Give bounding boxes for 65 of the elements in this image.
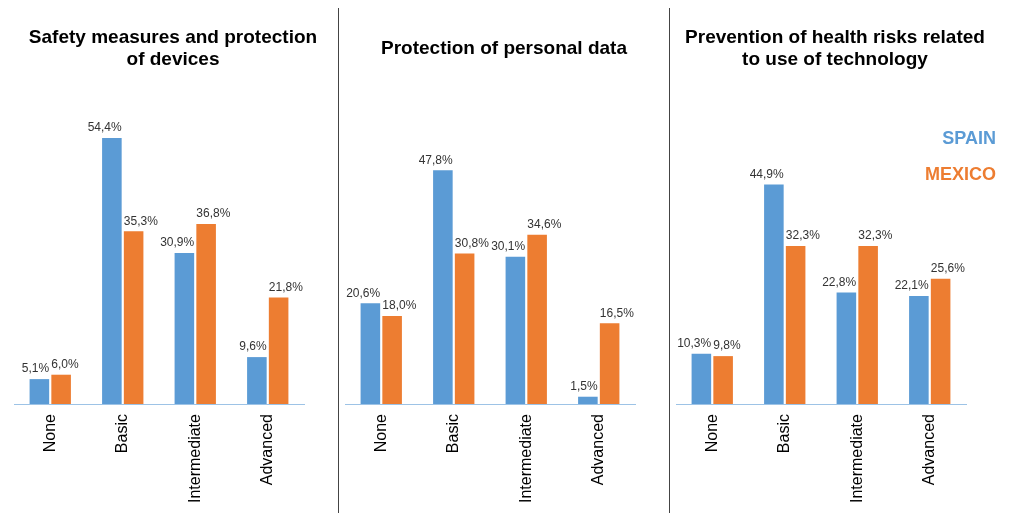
bar xyxy=(505,256,526,405)
bar xyxy=(360,303,381,405)
data-label: 22,1% xyxy=(894,278,929,293)
bar xyxy=(454,253,475,405)
chart-title: Protection of personal data xyxy=(380,36,628,60)
data-label: 9,8% xyxy=(713,338,742,353)
x-tick-label: Intermediate xyxy=(516,413,534,503)
data-label: 5,1% xyxy=(21,361,50,376)
bar xyxy=(174,252,195,405)
bar xyxy=(433,170,453,405)
x-tick-label: Advanced xyxy=(589,414,607,486)
data-label: 54,4% xyxy=(87,120,122,135)
x-tick-label: None xyxy=(702,413,720,453)
bar xyxy=(578,396,598,405)
x-tick-label: Advanced xyxy=(258,414,276,486)
bar xyxy=(268,297,289,405)
x-tick-label: None xyxy=(40,413,58,453)
data-label: 20,6% xyxy=(346,285,381,300)
bar xyxy=(836,292,857,405)
data-label: 25,6% xyxy=(930,261,966,276)
bar xyxy=(909,295,929,405)
x-tick-label: Intermediate xyxy=(185,413,203,503)
bar xyxy=(382,316,402,405)
bar xyxy=(102,137,122,405)
data-label: 44,9% xyxy=(749,166,784,181)
bar xyxy=(123,231,144,405)
chart-title: Prevention of health risks related to use of technology xyxy=(684,25,986,71)
bar xyxy=(527,234,547,405)
data-label: 18,0% xyxy=(382,298,417,313)
data-label: 32,3% xyxy=(785,228,821,243)
chart-title: Safety measures and protection of devices xyxy=(27,25,319,71)
x-tick-label: None xyxy=(371,413,389,453)
x-tick-label: Basic xyxy=(775,414,793,454)
data-label: 35,3% xyxy=(123,213,159,228)
data-label: 10,3% xyxy=(677,335,712,350)
text: SPAIN xyxy=(941,127,996,150)
data-label: 21,8% xyxy=(268,279,304,294)
bar xyxy=(930,278,951,405)
bar xyxy=(29,379,50,405)
data-label: 30,1% xyxy=(491,239,526,254)
data-label: 32,3% xyxy=(858,228,893,243)
data-label: 30,8% xyxy=(454,235,490,250)
bar xyxy=(599,323,620,405)
data-label: 30,9% xyxy=(160,235,195,250)
bar xyxy=(764,184,784,405)
bar xyxy=(196,224,216,405)
bar xyxy=(785,246,806,405)
bar xyxy=(247,357,267,405)
data-label: 47,8% xyxy=(418,152,453,167)
x-tick-label: Basic xyxy=(113,414,131,454)
data-label: 9,6% xyxy=(239,339,267,354)
x-tick-label: Advanced xyxy=(920,414,938,486)
data-label: 36,8% xyxy=(196,206,231,221)
x-tick-label: Intermediate xyxy=(847,413,865,503)
bar xyxy=(691,353,712,405)
bar xyxy=(858,246,878,405)
data-label: 34,6% xyxy=(527,217,562,232)
data-label: 16,5% xyxy=(599,305,635,320)
data-label: 22,8% xyxy=(822,274,857,289)
text: MEXICO xyxy=(924,163,996,186)
data-label: 1,5% xyxy=(570,379,598,394)
x-tick-label: Basic xyxy=(444,414,462,454)
data-label: 6,0% xyxy=(51,357,80,372)
bar xyxy=(51,374,71,405)
bar xyxy=(713,356,733,405)
